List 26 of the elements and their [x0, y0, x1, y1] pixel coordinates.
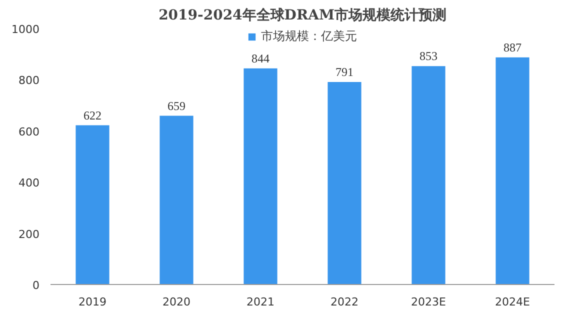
y-tick-label: 0 [32, 279, 40, 292]
x-tick-label: 2020 [162, 296, 191, 308]
data-label: 791 [336, 65, 354, 80]
y-tick-label: 600 [18, 125, 40, 138]
y-tick-label: 200 [18, 228, 40, 241]
bar [328, 82, 362, 284]
data-label: 622 [84, 108, 102, 122]
bar [496, 57, 530, 284]
x-tick-label: 2023E [411, 296, 446, 308]
data-label: 853 [420, 49, 438, 64]
legend-label: 市场规模：亿美元 [261, 28, 357, 45]
y-tick-label: 400 [18, 176, 40, 190]
y-tick-label: 1000 [12, 23, 40, 36]
y-tick-label: 800 [18, 74, 40, 88]
x-tick-label: 2024E [495, 296, 530, 308]
data-label: 659 [168, 98, 186, 113]
bar [160, 116, 194, 284]
bar [244, 68, 278, 284]
bar [76, 125, 110, 284]
x-tick-label: 2021 [246, 296, 275, 308]
data-label: 844 [252, 51, 270, 66]
x-tick-label: 2022 [330, 296, 359, 308]
x-tick-label: 2019 [78, 296, 107, 308]
bar [412, 66, 446, 284]
data-label: 887 [504, 40, 522, 54]
chart-title: 2019-2024年全球DRAM市场规模统计预测 [158, 6, 446, 24]
